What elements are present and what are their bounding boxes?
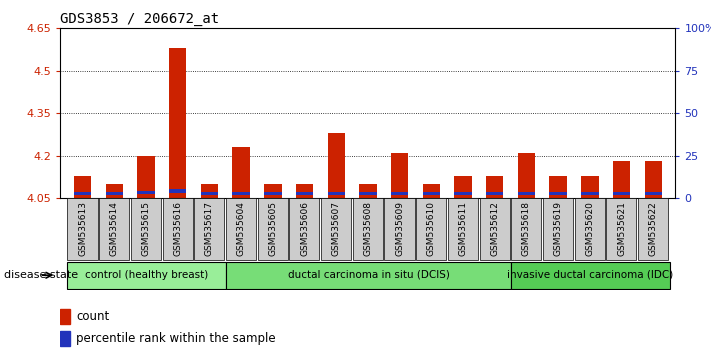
- Text: GSM535613: GSM535613: [78, 201, 87, 256]
- Bar: [264, 192, 282, 195]
- Text: GSM535617: GSM535617: [205, 201, 214, 256]
- Text: invasive ductal carcinoma (IDC): invasive ductal carcinoma (IDC): [508, 270, 673, 280]
- Bar: [328, 133, 345, 198]
- Text: GSM535621: GSM535621: [617, 201, 626, 256]
- Bar: [106, 192, 123, 195]
- FancyBboxPatch shape: [194, 198, 225, 260]
- Bar: [169, 189, 186, 193]
- Text: GSM535607: GSM535607: [332, 201, 341, 256]
- Text: GSM535614: GSM535614: [109, 201, 119, 256]
- FancyBboxPatch shape: [257, 198, 288, 260]
- FancyBboxPatch shape: [99, 198, 129, 260]
- Bar: [232, 147, 250, 198]
- Bar: [613, 192, 630, 195]
- FancyBboxPatch shape: [353, 198, 383, 260]
- Text: GSM535610: GSM535610: [427, 201, 436, 256]
- FancyBboxPatch shape: [574, 198, 605, 260]
- Bar: [60, 309, 70, 324]
- FancyBboxPatch shape: [511, 198, 541, 260]
- Bar: [550, 176, 567, 198]
- Text: GSM535616: GSM535616: [173, 201, 182, 256]
- FancyBboxPatch shape: [226, 262, 511, 289]
- Text: control (healthy breast): control (healthy breast): [85, 270, 208, 280]
- Bar: [581, 176, 599, 198]
- Text: GSM535604: GSM535604: [237, 201, 245, 256]
- Bar: [422, 184, 440, 198]
- FancyBboxPatch shape: [511, 262, 670, 289]
- Text: GDS3853 / 206672_at: GDS3853 / 206672_at: [60, 12, 220, 26]
- Bar: [201, 184, 218, 198]
- Bar: [391, 153, 408, 198]
- FancyBboxPatch shape: [68, 198, 97, 260]
- FancyBboxPatch shape: [448, 198, 478, 260]
- FancyBboxPatch shape: [543, 198, 573, 260]
- Bar: [581, 192, 599, 195]
- Bar: [296, 192, 314, 195]
- Bar: [264, 184, 282, 198]
- Text: GSM535606: GSM535606: [300, 201, 309, 256]
- FancyBboxPatch shape: [131, 198, 161, 260]
- Text: GSM535612: GSM535612: [491, 201, 499, 256]
- FancyBboxPatch shape: [163, 198, 193, 260]
- FancyBboxPatch shape: [416, 198, 447, 260]
- Text: GSM535611: GSM535611: [459, 201, 468, 256]
- Bar: [137, 156, 155, 198]
- Bar: [391, 192, 408, 195]
- Bar: [550, 192, 567, 195]
- Bar: [296, 184, 314, 198]
- Bar: [232, 192, 250, 195]
- Bar: [422, 192, 440, 195]
- Text: GSM535609: GSM535609: [395, 201, 404, 256]
- FancyBboxPatch shape: [68, 262, 226, 289]
- Bar: [137, 192, 155, 194]
- Text: GSM535618: GSM535618: [522, 201, 531, 256]
- Bar: [328, 192, 345, 195]
- Text: GSM535619: GSM535619: [554, 201, 562, 256]
- Bar: [645, 192, 662, 195]
- Bar: [454, 192, 472, 195]
- FancyBboxPatch shape: [321, 198, 351, 260]
- Bar: [201, 192, 218, 195]
- FancyBboxPatch shape: [289, 198, 319, 260]
- FancyBboxPatch shape: [385, 198, 415, 260]
- Text: ductal carcinoma in situ (DCIS): ductal carcinoma in situ (DCIS): [288, 270, 449, 280]
- Bar: [106, 184, 123, 198]
- Text: count: count: [77, 310, 109, 323]
- Text: GSM535620: GSM535620: [585, 201, 594, 256]
- Bar: [74, 192, 91, 195]
- Text: percentile rank within the sample: percentile rank within the sample: [77, 332, 276, 345]
- FancyBboxPatch shape: [226, 198, 256, 260]
- Bar: [486, 192, 503, 195]
- Text: GSM535622: GSM535622: [648, 201, 658, 256]
- Bar: [518, 192, 535, 195]
- Bar: [359, 192, 377, 195]
- Bar: [518, 153, 535, 198]
- Text: disease state: disease state: [4, 270, 77, 280]
- Bar: [645, 161, 662, 198]
- Bar: [169, 48, 186, 198]
- Bar: [454, 176, 472, 198]
- Text: GSM535608: GSM535608: [363, 201, 373, 256]
- FancyBboxPatch shape: [638, 198, 668, 260]
- FancyBboxPatch shape: [606, 198, 636, 260]
- Bar: [486, 176, 503, 198]
- Bar: [613, 161, 630, 198]
- Bar: [60, 331, 70, 346]
- Bar: [74, 176, 91, 198]
- Text: GSM535615: GSM535615: [141, 201, 151, 256]
- FancyBboxPatch shape: [479, 198, 510, 260]
- Bar: [359, 184, 377, 198]
- Text: GSM535605: GSM535605: [268, 201, 277, 256]
